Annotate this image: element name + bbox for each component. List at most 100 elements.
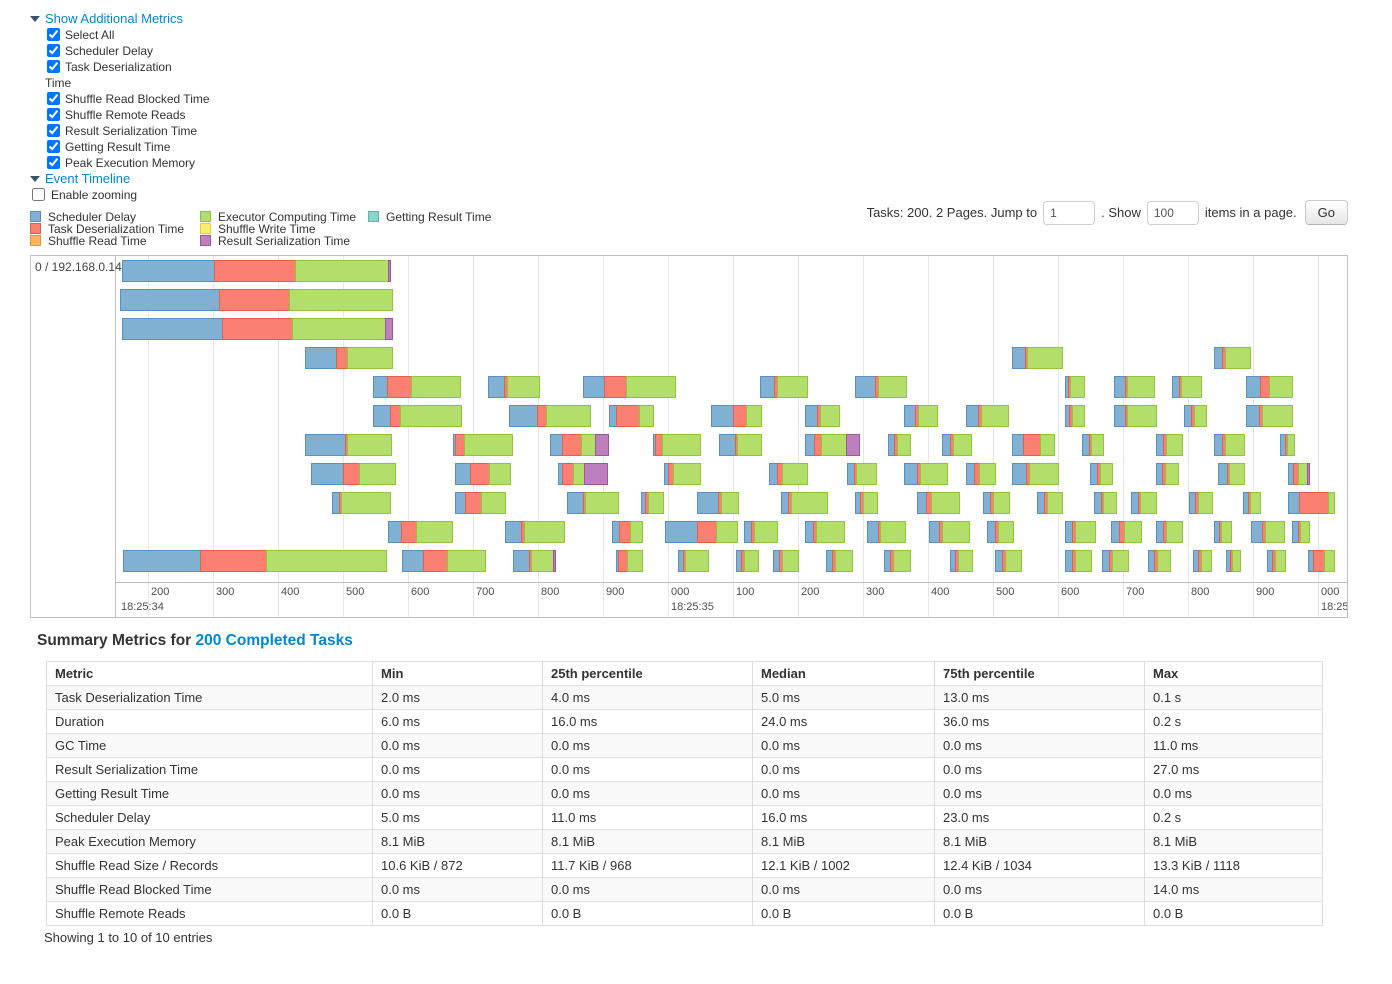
task-bar[interactable] (305, 347, 393, 369)
metric-checkbox[interactable] (47, 108, 60, 121)
task-bar[interactable] (1082, 434, 1105, 456)
metric-checkbox-item-1[interactable]: Scheduler Delay (45, 43, 215, 59)
task-bar[interactable] (1102, 550, 1129, 572)
task-bar[interactable] (305, 434, 392, 456)
task-bar[interactable] (677, 550, 709, 572)
task-bar[interactable] (513, 550, 556, 572)
task-bar[interactable] (916, 492, 960, 514)
task-bar[interactable] (387, 521, 454, 543)
task-bar[interactable] (950, 550, 973, 572)
task-bar[interactable] (994, 550, 1022, 572)
task-bar[interactable] (983, 492, 1010, 514)
enable-zooming-option[interactable]: Enable zooming (30, 188, 137, 202)
task-bar[interactable] (1156, 463, 1180, 485)
task-bar[interactable] (744, 521, 779, 543)
jump-to-page-input[interactable] (1043, 200, 1096, 225)
task-bar[interactable] (1288, 492, 1335, 514)
task-bar[interactable] (1214, 347, 1251, 369)
task-bar[interactable] (311, 463, 397, 485)
task-bar[interactable] (508, 405, 591, 427)
task-bar[interactable] (402, 550, 486, 572)
task-bar[interactable] (664, 463, 702, 485)
task-bar[interactable] (805, 521, 846, 543)
metric-checkbox-item-2[interactable]: Task Deserialization Time (45, 59, 215, 91)
event-timeline-toggle[interactable]: Event Timeline (30, 171, 130, 186)
task-bar[interactable] (1065, 405, 1085, 427)
metric-checkbox[interactable] (47, 140, 60, 153)
task-bar[interactable] (372, 376, 462, 398)
task-bar[interactable] (1245, 405, 1294, 427)
metric-checkbox-item-3[interactable]: Shuffle Read Blocked Time (45, 91, 215, 107)
task-bar[interactable] (1217, 463, 1246, 485)
task-bar[interactable] (846, 463, 878, 485)
task-bar[interactable] (1156, 521, 1183, 543)
metric-checkbox[interactable] (47, 44, 60, 57)
task-bar[interactable] (1093, 492, 1118, 514)
metric-checkbox[interactable] (47, 92, 60, 105)
task-bar[interactable] (123, 550, 388, 572)
task-bar[interactable] (1113, 405, 1158, 427)
task-bar[interactable] (760, 376, 809, 398)
task-bar[interactable] (1011, 434, 1055, 456)
metric-checkbox-item-5[interactable]: Result Serialization Time (45, 123, 215, 139)
completed-tasks-link[interactable]: 200 Completed Tasks (195, 632, 353, 649)
metric-checkbox-item-4[interactable]: Shuffle Remote Reads (45, 107, 215, 123)
metric-checkbox-item-6[interactable]: Getting Result Time (45, 139, 215, 155)
task-bar[interactable] (372, 405, 462, 427)
task-bar[interactable] (608, 405, 655, 427)
metric-checkbox[interactable] (47, 156, 60, 169)
show-additional-metrics-toggle[interactable]: Show Additional Metrics (30, 11, 183, 26)
task-bar[interactable] (965, 463, 997, 485)
task-bar[interactable] (710, 405, 763, 427)
metric-checkbox-item-0[interactable]: Select All (45, 27, 215, 43)
task-bar[interactable] (582, 376, 676, 398)
task-bar[interactable] (549, 434, 610, 456)
metric-checkbox[interactable] (47, 124, 60, 137)
task-bar[interactable] (718, 434, 762, 456)
task-bar[interactable] (768, 463, 808, 485)
task-bar[interactable] (1243, 492, 1262, 514)
task-bar[interactable] (855, 376, 908, 398)
task-bar[interactable] (1171, 376, 1203, 398)
task-bar[interactable] (903, 463, 949, 485)
task-bar[interactable] (1251, 521, 1286, 543)
go-button[interactable]: Go (1304, 200, 1348, 225)
task-bar[interactable] (1130, 492, 1158, 514)
task-bar[interactable] (1214, 521, 1233, 543)
task-bar[interactable] (903, 405, 939, 427)
task-bar[interactable] (697, 492, 739, 514)
task-bar[interactable] (929, 521, 970, 543)
task-bar[interactable] (1065, 376, 1085, 398)
task-bar[interactable] (1288, 463, 1310, 485)
task-bar[interactable] (965, 405, 1009, 427)
task-bar[interactable] (640, 492, 665, 514)
task-bar[interactable] (454, 492, 507, 514)
task-bar[interactable] (1065, 550, 1092, 572)
task-bar[interactable] (1193, 550, 1212, 572)
task-bar[interactable] (1089, 463, 1113, 485)
task-bar[interactable] (567, 492, 620, 514)
task-bar[interactable] (883, 550, 912, 572)
task-bar[interactable] (1280, 434, 1295, 456)
task-bar[interactable] (504, 521, 565, 543)
task-bar[interactable] (1245, 376, 1293, 398)
task-bar[interactable] (773, 550, 800, 572)
task-bar[interactable] (887, 434, 912, 456)
task-bar[interactable] (1225, 550, 1242, 572)
task-bar[interactable] (736, 550, 759, 572)
task-bar[interactable] (1292, 521, 1311, 543)
task-bar[interactable] (1267, 550, 1287, 572)
task-bar[interactable] (122, 318, 394, 340)
task-bar[interactable] (558, 463, 609, 485)
task-bar[interactable] (805, 434, 860, 456)
task-bar[interactable] (781, 492, 828, 514)
task-bar[interactable] (987, 521, 1015, 543)
task-bar[interactable] (1184, 405, 1207, 427)
metric-checkbox-item-7[interactable]: Peak Execution Memory (45, 155, 215, 171)
task-bar[interactable] (825, 550, 854, 572)
task-bar[interactable] (487, 376, 540, 398)
items-per-page-input[interactable] (1146, 200, 1199, 225)
task-bar[interactable] (454, 463, 512, 485)
task-bar[interactable] (664, 521, 739, 543)
task-bar[interactable] (452, 434, 513, 456)
